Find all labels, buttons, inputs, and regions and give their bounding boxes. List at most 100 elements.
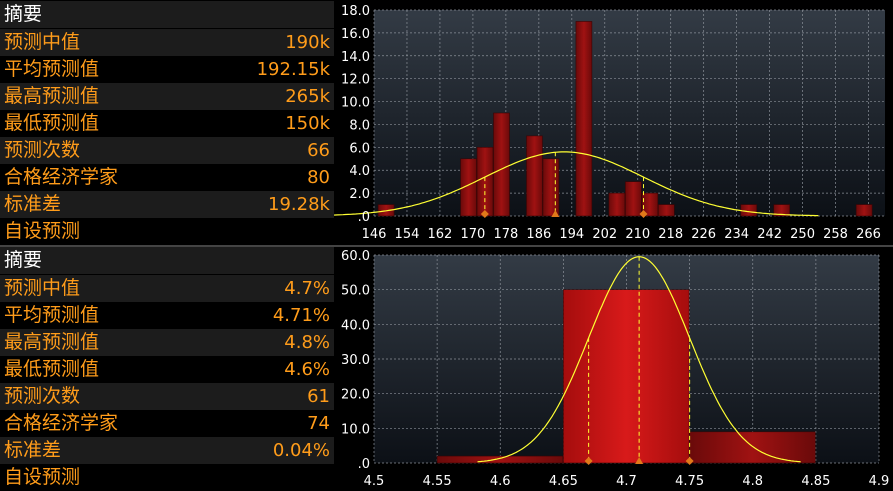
y-tick-label: 10.0: [341, 422, 370, 437]
quartile-marker: [639, 210, 648, 218]
summary-row-label: 最高预测值: [4, 85, 100, 107]
histogram-bar: [460, 158, 477, 217]
y-tick-label: 8.0: [349, 118, 370, 133]
summary-row: 预测中值 4.7%: [0, 275, 334, 302]
x-tick-label: 218: [658, 227, 683, 242]
summary-row-value: 0.04%: [272, 440, 330, 461]
normal-curve: [334, 151, 819, 217]
y-tick-label: 18.0: [341, 4, 370, 19]
median-marker: [551, 210, 560, 217]
summary-title: 摘要: [0, 247, 334, 274]
histogram-bar: [575, 21, 593, 217]
x-tick-label: 4.5: [364, 474, 385, 489]
summary-row: 合格经济学家 80: [0, 164, 334, 191]
summary-row-label: 自设预测: [4, 220, 81, 242]
summary-row-value: 4.7%: [284, 278, 330, 299]
quartile-marker: [685, 457, 694, 465]
histogram-bar: [625, 181, 642, 217]
summary-row-label: 预测次数: [4, 385, 81, 407]
summary-row-value: 4.71%: [272, 305, 330, 326]
summary-row-label: 合格经济学家: [4, 166, 119, 188]
summary-row-label: 标准差: [4, 193, 62, 215]
summary-row-value: 4.6%: [284, 359, 330, 380]
y-tick-label: 20.0: [341, 388, 370, 403]
x-tick-label: 4.7: [616, 474, 637, 489]
histogram-chart-1: .0 2.0 4.0 6.0 8.0 10.0 12.0 14.0 16.0 18.0 146 154…: [334, 4, 885, 242]
x-tick-label: 234: [724, 227, 749, 242]
y-tick-label: 30.0: [341, 353, 370, 368]
y-tick-label: 16.0: [341, 27, 370, 42]
x-tick-label: 178: [493, 227, 518, 242]
summary-row: 合格经济学家 74: [0, 410, 334, 437]
x-tick-label: 170: [460, 227, 485, 242]
summary-row-label: 预测次数: [4, 139, 81, 161]
summary-row-label: 标准差: [4, 439, 62, 461]
x-tick-label: 4.65: [549, 474, 578, 489]
summary-row-label: 最低预测值: [4, 112, 100, 134]
summary-row-value: 190k: [285, 32, 330, 53]
summary-row: 最低预测值 150k: [0, 110, 334, 137]
summary-row-label: 合格经济学家: [4, 412, 119, 434]
y-tick-label: 40.0: [341, 318, 370, 333]
x-tick-label: 154: [395, 227, 420, 242]
y-tick-label: 60.0: [341, 249, 370, 264]
histogram-bar: [608, 192, 626, 217]
x-tick-label: 4.55: [423, 474, 452, 489]
y-tick-label: .0: [358, 210, 370, 225]
summary-row-value: 61: [307, 386, 330, 407]
histogram-bar: [658, 204, 675, 217]
summary-row: 标准差 0.04%: [0, 437, 334, 464]
histogram-bar: [689, 431, 816, 464]
summary-row: 最高预测值 4.8%: [0, 329, 334, 356]
y-tick-label: .0: [358, 457, 370, 472]
y-tick-label: 2.0: [349, 187, 370, 202]
x-tick-label: 194: [559, 227, 584, 242]
histogram-bar: [526, 135, 543, 217]
summary-row: 最高预测值 265k: [0, 83, 334, 110]
y-tick-label: 50.0: [341, 284, 370, 299]
y-tick-label: 12.0: [341, 73, 370, 88]
quartile-marker: [584, 457, 593, 465]
summary-row-label: 平均预测值: [4, 304, 100, 326]
histogram-bar: [436, 455, 564, 464]
summary-row-label: 最高预测值: [4, 331, 100, 353]
histogram-chart-2: .0 10.0 20.0 30.0 40.0 50.0 60.0 4.5 4.55 4.6 4.65…: [341, 249, 890, 489]
summary-row-value: 74: [307, 413, 330, 434]
summary-row-value: 80: [307, 167, 330, 188]
y-tick-label: 6.0: [349, 141, 370, 156]
histogram-bar: [563, 289, 690, 464]
summary-title-label: 摘要: [4, 3, 43, 25]
summary-row-label: 自设预测: [4, 466, 81, 488]
histogram-bar: [855, 204, 873, 217]
x-tick-label: 162: [428, 227, 453, 242]
summary-row: 预测次数 66: [0, 137, 334, 164]
y-tick-label: 10.0: [341, 96, 370, 111]
x-tick-label: 202: [592, 227, 617, 242]
x-tick-label: 4.85: [801, 474, 830, 489]
x-tick-label: 4.8: [742, 474, 763, 489]
panel-divider: [0, 245, 893, 247]
histogram-bar: [641, 192, 659, 217]
median-marker: [635, 457, 644, 464]
x-tick-label: 226: [691, 227, 716, 242]
summary-row-value: 265k: [285, 86, 330, 107]
summary-row: 预测次数 61: [0, 383, 334, 410]
y-tick-label: 4.0: [349, 164, 370, 179]
summary-row-label: 平均预测值: [4, 58, 100, 80]
summary-row-label: 预测中值: [4, 277, 81, 299]
summary-row-value: 19.28k: [268, 194, 330, 215]
x-tick-label: 210: [625, 227, 650, 242]
normal-curve: [477, 256, 801, 463]
x-tick-label: 4.9: [869, 474, 890, 489]
summary-row: 自设预测: [0, 464, 334, 491]
x-tick-label: 4.6: [490, 474, 511, 489]
x-tick-label: 186: [526, 227, 551, 242]
x-tick-label: 250: [790, 227, 815, 242]
x-tick-label: 258: [823, 227, 848, 242]
summary-title-label: 摘要: [4, 249, 43, 271]
summary-row-value: 4.8%: [284, 332, 330, 353]
summary-row: 平均预测值 192.15k: [0, 56, 334, 83]
x-tick-label: 4.75: [675, 474, 704, 489]
summary-row-value: 66: [307, 140, 330, 161]
histogram-bar: [542, 158, 560, 217]
